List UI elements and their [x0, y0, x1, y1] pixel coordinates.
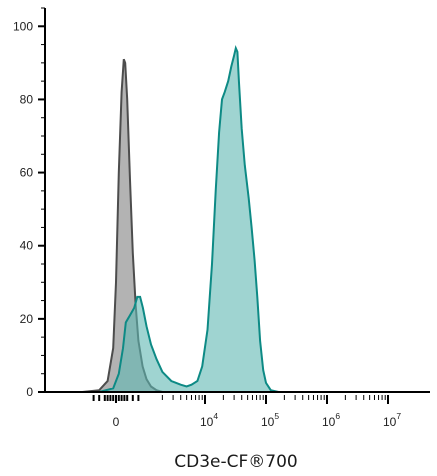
x-tick-label: 106	[322, 411, 340, 429]
plot-area	[45, 45, 430, 393]
y-tick-label: 20	[20, 312, 34, 326]
x-tick-label: 104	[200, 411, 218, 429]
histogram-outline-2	[98, 45, 279, 393]
x-tick-label: 105	[261, 411, 279, 429]
y-tick-label: 40	[20, 239, 34, 253]
y-tick-label: 60	[20, 166, 34, 180]
y-axis: 0 20 40 60 80 100	[13, 7, 46, 399]
x-tick-label: 107	[383, 411, 401, 429]
x-tick-label: 0	[113, 415, 120, 429]
histogram-fill-2	[99, 48, 279, 392]
x-axis: 0 104 105 106 107	[45, 391, 430, 429]
y-tick-label: 100	[13, 19, 33, 33]
y-tick-label: 80	[20, 92, 34, 106]
x-axis-title: CD3e-CF®700	[174, 452, 297, 472]
y-tick-label: 0	[26, 385, 33, 399]
histogram-fill-1	[82, 59, 163, 392]
